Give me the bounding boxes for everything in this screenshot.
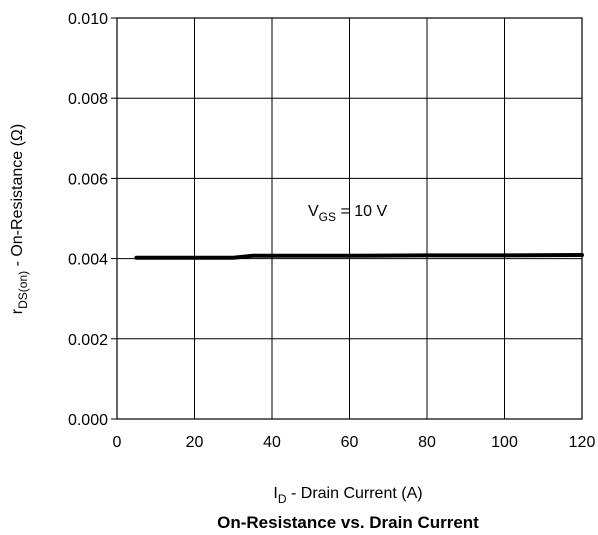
y-tick-label: 0.010	[68, 11, 108, 28]
x-axis-label-rest: - Drain Current (A)	[287, 485, 423, 502]
vgs-annotation-rest: = 10 V	[336, 203, 387, 220]
y-axis-label-main: r	[9, 308, 26, 314]
x-axis-label-sub: D	[278, 492, 287, 506]
y-tick-labels: 0.000 0.002 0.004 0.006 0.008 0.010	[68, 11, 108, 429]
plot-border	[116, 17, 583, 420]
series-group	[134, 252, 584, 260]
plot-frame	[111, 17, 583, 420]
x-tick-label: 120	[569, 434, 596, 451]
y-tick-label: 0.004	[68, 252, 108, 269]
x-tick-label: 100	[491, 434, 518, 451]
vgs-annotation: VGS = 10 V	[308, 203, 387, 224]
series-line	[134, 252, 584, 260]
chart-title: On-Resistance vs. Drain Current	[217, 513, 479, 532]
x-tick-label: 60	[341, 434, 359, 451]
x-axis-label-main: I	[273, 485, 277, 502]
y-tick-label: 0.008	[68, 91, 108, 108]
x-axis-label: ID - Drain Current (A)	[273, 485, 422, 506]
x-tick-label: 0	[113, 434, 122, 451]
y-axis-label-rest: - On-Resistance (Ω)	[9, 124, 26, 271]
x-tick-label: 80	[418, 434, 436, 451]
vgs-annotation-sub: GS	[319, 210, 336, 224]
y-tick-label: 0.002	[68, 332, 108, 349]
vgs-annotation-main: V	[308, 203, 319, 220]
y-tick-label: 0.006	[68, 171, 108, 188]
y-tick-label: 0.000	[68, 412, 108, 429]
y-axis-label: rDS(on) - On-Resistance (Ω)	[9, 124, 30, 314]
x-tick-labels: 0 20 40 60 80 100 120	[113, 434, 596, 451]
x-tick-label: 40	[263, 434, 281, 451]
y-axis-label-sub: DS(on)	[16, 271, 30, 309]
x-tick-label: 20	[186, 434, 204, 451]
